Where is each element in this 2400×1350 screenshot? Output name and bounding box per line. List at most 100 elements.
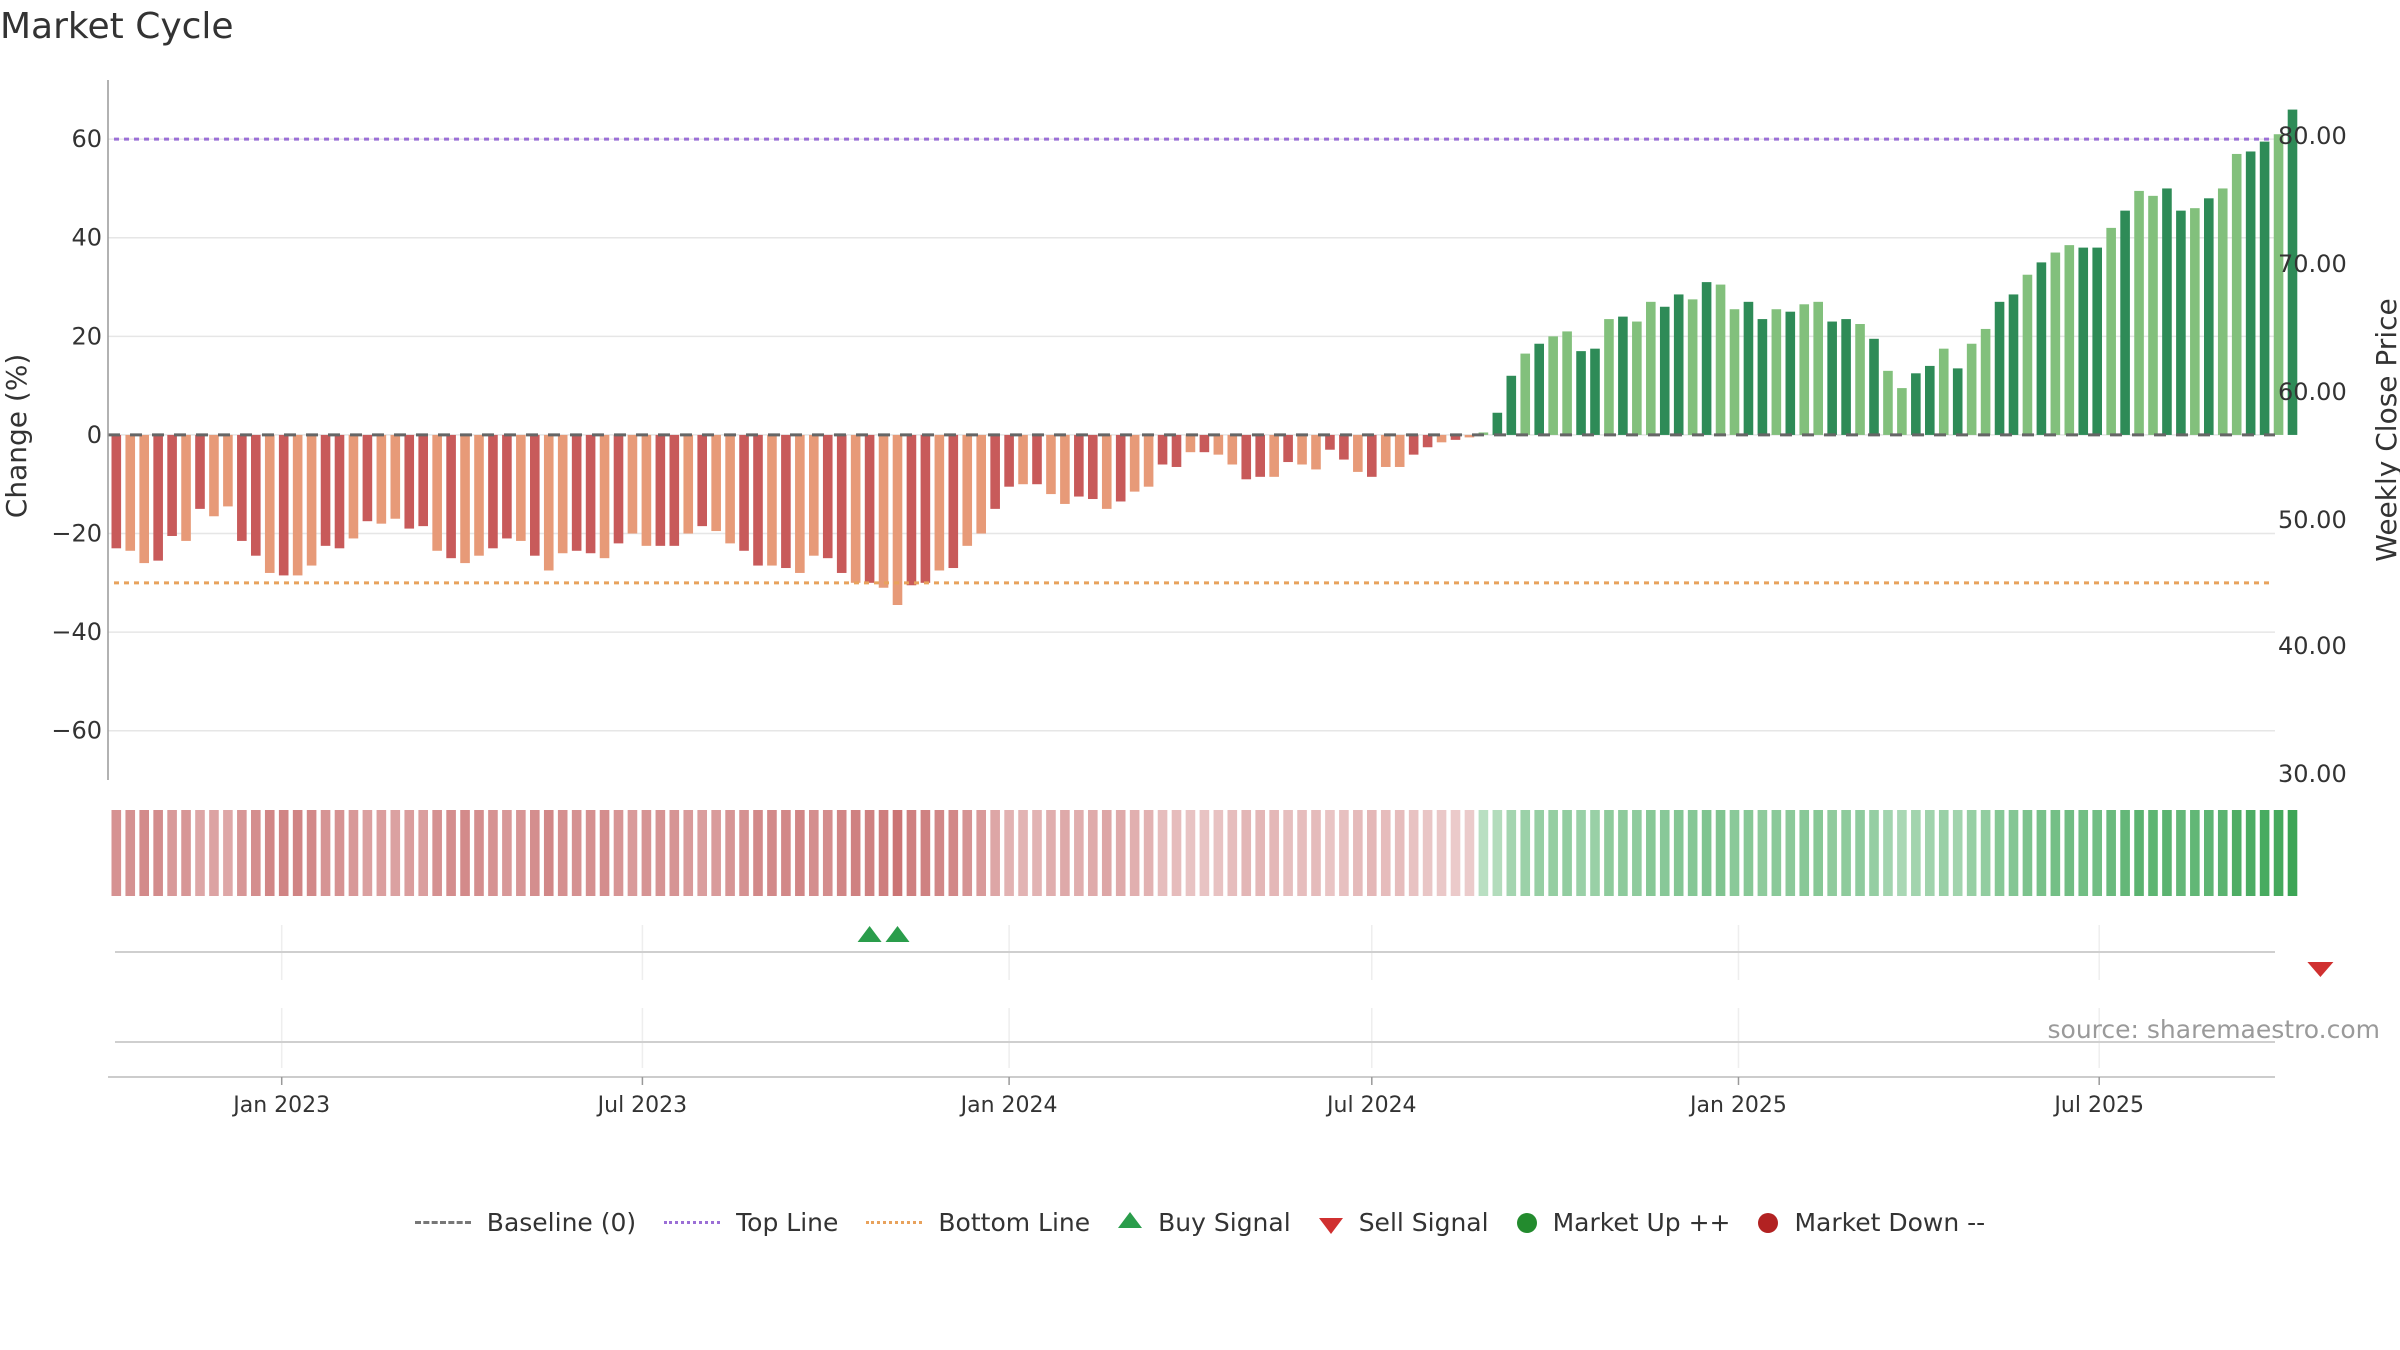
trend-cell — [488, 810, 498, 896]
change-bar — [1227, 434, 1238, 465]
legend-item-baseline: Baseline (0) — [414, 1208, 636, 1237]
trend-cell — [404, 810, 415, 896]
change-bar — [906, 434, 917, 586]
trend-cell — [1938, 810, 1949, 896]
change-bar — [488, 434, 498, 549]
trend-cell — [446, 810, 456, 896]
market-up-dot-icon — [1516, 1212, 1537, 1233]
trend-cell — [669, 810, 680, 896]
trend-cell — [753, 810, 763, 896]
trend-cell — [2217, 810, 2228, 896]
reference-lines — [108, 137, 2275, 585]
change-bar — [1799, 304, 1810, 435]
change-bar — [2092, 247, 2102, 435]
change-bar — [1785, 311, 1796, 435]
trend-cell — [1813, 810, 1823, 896]
trend-cell — [1534, 810, 1544, 896]
x-tick-label: Jan 2023 — [231, 1093, 330, 1118]
change-bar — [934, 434, 945, 571]
change-bar — [1897, 388, 1907, 435]
trend-cell — [1367, 810, 1377, 896]
trend-cell — [948, 810, 959, 896]
change-bar — [948, 434, 959, 569]
trend-cell — [516, 810, 526, 896]
change-bar — [1004, 434, 1014, 487]
change-bar — [2204, 198, 2214, 435]
source-credit: source: sharemaestro.com — [2047, 1015, 2381, 1044]
trend-cell — [1632, 810, 1642, 896]
buy-signal-marker — [857, 926, 882, 942]
change-bar — [1143, 434, 1154, 487]
change-bar — [1199, 434, 1210, 453]
change-bar — [2231, 153, 2242, 435]
change-bar — [348, 434, 359, 539]
trend-cell — [334, 810, 345, 896]
trend-cell — [278, 810, 289, 896]
trend-cell — [1185, 810, 1196, 896]
change-bar — [920, 434, 931, 583]
change-bar — [739, 434, 749, 551]
change-bar — [1715, 284, 1726, 435]
change-bar — [278, 434, 289, 576]
change-bar — [418, 434, 428, 527]
change-bar — [627, 434, 638, 534]
trend-cell — [795, 810, 805, 896]
trend-cell — [2176, 810, 2186, 896]
signal-panel — [115, 925, 2334, 1068]
y-left-tick-label: −20 — [51, 520, 102, 548]
trend-cell — [1687, 810, 1698, 896]
trend-cell — [2287, 810, 2298, 896]
change-bar — [976, 434, 986, 534]
change-bar — [320, 434, 331, 546]
y-right-tick-label: 70.00 — [2278, 250, 2347, 278]
trend-cell — [878, 810, 889, 896]
change-bar — [1269, 434, 1279, 477]
change-bar — [697, 434, 707, 527]
trend-cell — [627, 810, 638, 896]
trend-cell — [1325, 810, 1335, 896]
change-bar — [1283, 434, 1293, 463]
change-bar — [1632, 321, 1642, 435]
trend-cell — [1771, 810, 1782, 896]
y-left-axis-title: Change (%) — [0, 354, 33, 519]
change-bar — [1241, 434, 1252, 480]
trend-cell — [599, 810, 610, 896]
change-bar — [1436, 434, 1447, 443]
trend-cell — [195, 810, 205, 896]
change-bar — [1673, 294, 1684, 435]
legend-label-sell: Sell Signal — [1358, 1208, 1489, 1237]
trend-cell — [850, 810, 861, 896]
change-bar — [2078, 247, 2089, 435]
chart-legend: Baseline (0) Top Line Bottom Line Buy Si… — [0, 1208, 2400, 1237]
change-bar — [1841, 319, 1851, 435]
change-bar — [892, 434, 903, 605]
x-tick-label: Jan 2025 — [1688, 1093, 1787, 1118]
change-bar — [1911, 373, 1921, 435]
trend-cell — [348, 810, 359, 896]
legend-label-bottom-line: Bottom Line — [938, 1208, 1091, 1237]
change-bar — [2036, 262, 2047, 435]
change-bar — [2120, 210, 2130, 435]
change-bar — [1115, 434, 1126, 502]
change-bar — [655, 434, 666, 546]
change-bar — [1380, 434, 1391, 467]
change-bar — [711, 434, 721, 532]
trend-cell — [2273, 810, 2284, 896]
legend-item-market-down: Market Down -- — [1758, 1208, 1985, 1237]
change-bar — [1185, 434, 1196, 453]
trend-cell — [1911, 810, 1921, 896]
trend-cell — [376, 810, 387, 896]
trend-cell — [1171, 810, 1182, 896]
trend-cell — [306, 810, 317, 896]
change-bar — [2176, 210, 2186, 435]
market-down-dot-icon — [1758, 1212, 1779, 1233]
change-bar — [223, 434, 233, 507]
change-bar — [767, 434, 777, 566]
trend-cell — [976, 810, 986, 896]
trend-cell — [2050, 810, 2061, 896]
trend-cell — [1729, 810, 1740, 896]
trend-cell — [2078, 810, 2089, 896]
trend-cell — [1576, 810, 1586, 896]
trend-cell — [1255, 810, 1265, 896]
change-bar — [1729, 309, 1740, 435]
